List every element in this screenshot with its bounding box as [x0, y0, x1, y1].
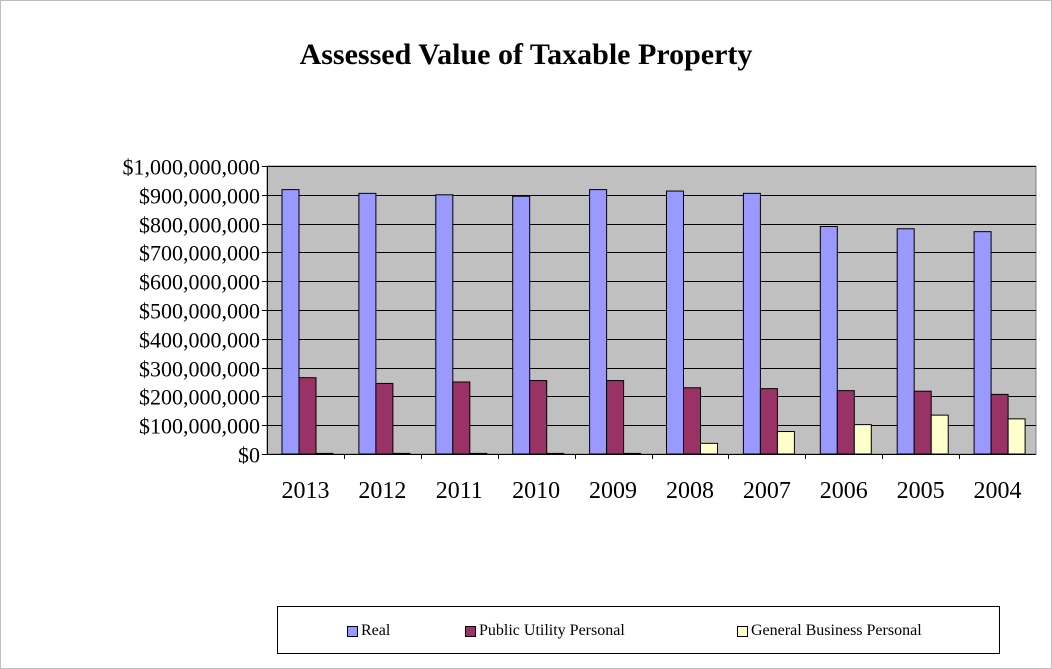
bar-general-business-personal-2007 [776, 431, 795, 455]
bar-general-business-personal-2013 [315, 452, 334, 455]
y-tick-label: $500,000,000 [139, 299, 260, 324]
legend-label-public-utility-personal: Public Utility Personal [479, 622, 625, 639]
bar-real-2012 [358, 192, 377, 455]
bar-real-2010 [512, 195, 531, 455]
x-tick-label-2012: 2012 [358, 478, 406, 504]
legend-label-general-business-personal: General Business Personal [751, 622, 922, 639]
bar-general-business-personal-2008 [700, 442, 718, 455]
x-tick-label-2004: 2004 [974, 478, 1022, 504]
bar-general-business-personal-2004 [1007, 418, 1026, 455]
legend-swatch-public-utility-personal [465, 625, 476, 637]
bar-public-utility-personal-2012 [375, 382, 394, 455]
bar-public-utility-personal-2010 [529, 380, 548, 455]
x-tick-label-2009: 2009 [589, 478, 637, 504]
bar-real-2009 [589, 189, 608, 455]
legend-item-general-business-personal: General Business Personal [737, 622, 922, 640]
bar-general-business-personal-2012 [392, 452, 411, 455]
bar-public-utility-personal-2011 [452, 381, 471, 455]
bar-real-2008 [666, 190, 684, 455]
bar-general-business-personal-2006 [853, 424, 872, 455]
bar-public-utility-personal-2007 [759, 388, 778, 455]
legend-swatch-real [347, 625, 358, 637]
bar-public-utility-personal-2008 [683, 387, 701, 455]
legend-item-public-utility-personal: Public Utility Personal [465, 622, 625, 640]
bar-general-business-personal-2009 [623, 452, 642, 455]
x-tick-label-2008: 2008 [666, 478, 714, 504]
bar-real-2007 [742, 192, 761, 455]
bar-public-utility-personal-2009 [606, 380, 625, 455]
y-tick-label: $900,000,000 [139, 184, 260, 209]
legend-swatch-general-business-personal [737, 625, 748, 637]
y-tick-label: $800,000,000 [139, 213, 260, 238]
legend-label-real: Real [361, 622, 391, 639]
y-tick-label: $200,000,000 [139, 385, 260, 410]
y-tick-label: $300,000,000 [139, 357, 260, 382]
bar-real-2006 [819, 225, 838, 455]
y-tick-label: $1,000,000,000 [123, 155, 261, 180]
bar-general-business-personal-2011 [469, 452, 488, 455]
bar-public-utility-personal-2013 [298, 377, 317, 455]
y-tick-label: $700,000,000 [139, 241, 260, 266]
x-tick-label-2013: 2013 [281, 478, 329, 504]
y-tick-label: $0 [238, 443, 260, 468]
bar-general-business-personal-2005 [930, 414, 949, 455]
bar-public-utility-personal-2005 [913, 390, 932, 455]
y-tick-label: $100,000,000 [139, 414, 260, 439]
bar-public-utility-personal-2004 [990, 393, 1009, 455]
bar-real-2013 [281, 189, 300, 455]
legend: Real Public Utility Personal General Bus… [277, 606, 1000, 654]
legend-item-real: Real [347, 622, 390, 640]
bar-general-business-personal-2010 [546, 452, 565, 455]
x-tick-label-2005: 2005 [897, 478, 945, 504]
x-tick-label-2007: 2007 [743, 478, 791, 504]
x-tick-label-2006: 2006 [820, 478, 868, 504]
x-tick-label-2011: 2011 [436, 478, 483, 504]
chart-title: Assessed Value of Taxable Property [299, 38, 753, 71]
x-tick-label-2010: 2010 [512, 478, 560, 504]
bar-real-2011 [435, 194, 454, 455]
bar-real-2005 [896, 228, 915, 455]
bar-real-2004 [973, 231, 992, 455]
y-tick-label: $400,000,000 [139, 328, 260, 353]
y-tick-label: $600,000,000 [139, 270, 260, 295]
bar-public-utility-personal-2006 [836, 390, 855, 455]
